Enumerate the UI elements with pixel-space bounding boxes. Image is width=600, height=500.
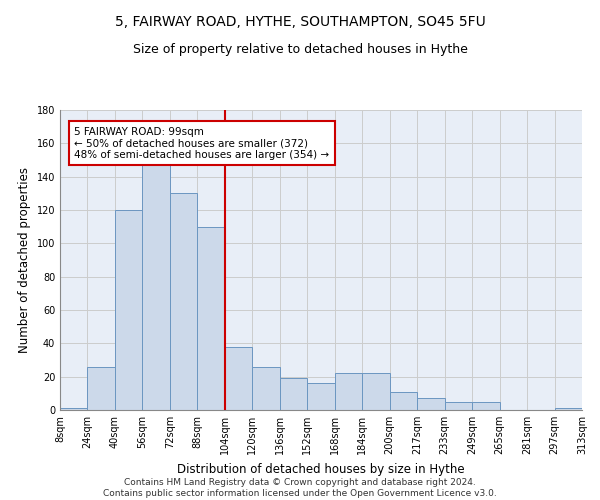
Bar	[115, 210, 142, 410]
Bar	[60, 408, 88, 410]
Bar	[225, 346, 253, 410]
Bar	[389, 392, 417, 410]
Bar	[280, 378, 307, 410]
Y-axis label: Number of detached properties: Number of detached properties	[18, 167, 31, 353]
Bar	[554, 408, 582, 410]
Bar	[197, 226, 225, 410]
Bar	[417, 398, 445, 410]
Text: 5, FAIRWAY ROAD, HYTHE, SOUTHAMPTON, SO45 5FU: 5, FAIRWAY ROAD, HYTHE, SOUTHAMPTON, SO4…	[115, 15, 485, 29]
Text: Size of property relative to detached houses in Hythe: Size of property relative to detached ho…	[133, 42, 467, 56]
X-axis label: Distribution of detached houses by size in Hythe: Distribution of detached houses by size …	[177, 462, 465, 475]
Bar	[445, 402, 472, 410]
Bar	[253, 366, 280, 410]
Text: Contains HM Land Registry data © Crown copyright and database right 2024.
Contai: Contains HM Land Registry data © Crown c…	[103, 478, 497, 498]
Bar	[170, 194, 197, 410]
Text: 5 FAIRWAY ROAD: 99sqm
← 50% of detached houses are smaller (372)
48% of semi-det: 5 FAIRWAY ROAD: 99sqm ← 50% of detached …	[74, 126, 329, 160]
Bar	[472, 402, 500, 410]
Bar	[335, 374, 362, 410]
Bar	[142, 165, 170, 410]
Bar	[88, 366, 115, 410]
Bar	[307, 384, 335, 410]
Bar	[362, 374, 389, 410]
